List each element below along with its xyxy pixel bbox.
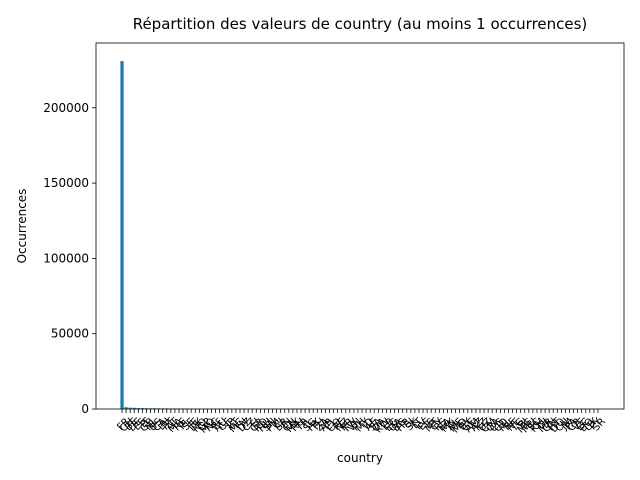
bar-ES <box>136 408 140 409</box>
bar-FR <box>120 61 124 410</box>
y-tick-label: 200000 <box>43 101 89 115</box>
y-tick-label: 50000 <box>51 327 89 341</box>
bar-BE <box>128 407 132 409</box>
bar-DE <box>132 407 136 409</box>
chart-title: Répartition des valeurs de country (au m… <box>133 15 588 33</box>
bar-CH <box>124 407 128 409</box>
y-axis: 0 50000 100000 150000 200000 <box>43 101 96 416</box>
x-axis: FRCHBEDEESITGBNLUSCALUPTATMAREPLSEIEDKNO… <box>115 409 608 436</box>
y-tick-label: 100000 <box>43 251 89 265</box>
plot-frame <box>95 42 625 410</box>
bar-GB <box>144 408 149 409</box>
y-tick-label: 0 <box>81 402 89 416</box>
y-axis-label: Occurrences <box>15 189 29 264</box>
x-axis-label: country <box>337 451 383 465</box>
bars-group <box>120 61 600 410</box>
y-tick-label: 150000 <box>43 176 89 190</box>
bar-IT <box>140 408 144 409</box>
